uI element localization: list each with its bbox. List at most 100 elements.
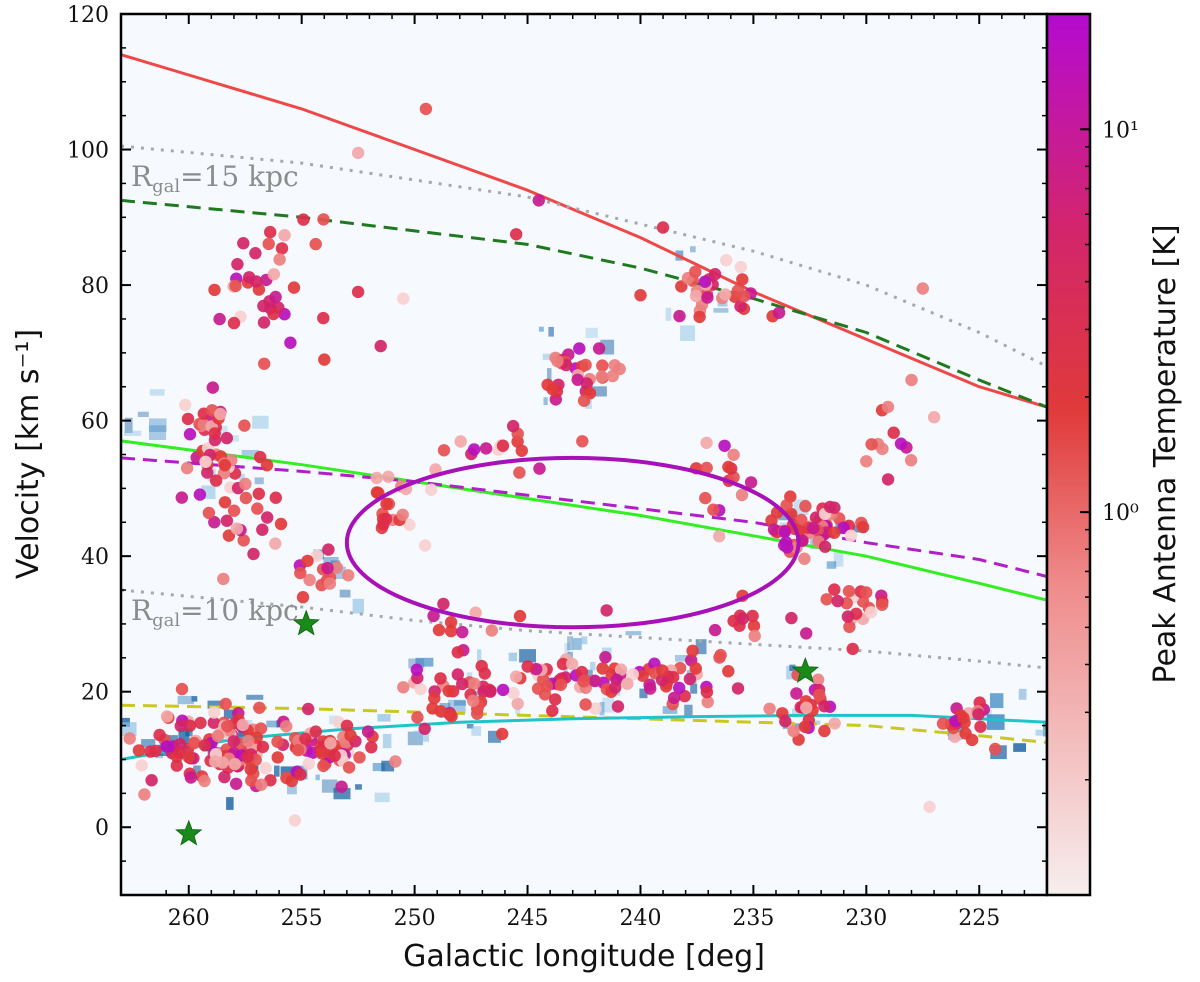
clump-point <box>434 672 447 685</box>
clump-point <box>379 512 393 526</box>
emission-patch <box>226 797 234 810</box>
clump-point <box>198 739 211 752</box>
clump-point <box>207 716 220 729</box>
clump-point <box>746 609 759 623</box>
colorbar <box>1045 12 1092 897</box>
emission-patch <box>466 724 474 729</box>
emission-patch <box>508 652 518 662</box>
clump-point <box>174 719 187 733</box>
clump-point <box>198 774 211 788</box>
clump-point <box>551 355 564 368</box>
clump-point <box>342 569 355 582</box>
clump-point <box>425 483 438 496</box>
clump-point <box>344 729 357 742</box>
clump-point <box>251 502 264 515</box>
clump-point <box>828 583 841 596</box>
clump-point <box>259 761 272 775</box>
clump-point <box>432 623 446 637</box>
clump-point <box>456 625 469 639</box>
clump-point <box>427 609 440 623</box>
clump-point <box>291 743 305 757</box>
colorbar-ticks: 10⁰ 10¹ <box>1080 13 1139 781</box>
clump-point <box>208 283 221 297</box>
clump-point <box>722 665 735 678</box>
clump-point <box>370 471 383 485</box>
curve-cyan-solid <box>121 713 1047 761</box>
clump-point <box>230 522 244 535</box>
clump-point <box>309 237 322 251</box>
clump-point <box>795 513 808 527</box>
clump-point <box>813 688 826 702</box>
clump-point <box>496 683 510 697</box>
clump-point <box>144 745 157 758</box>
emission-patch <box>218 426 228 435</box>
clump-point <box>351 285 365 299</box>
clump-point <box>418 722 431 735</box>
clump-point <box>199 455 212 468</box>
clump-point <box>328 749 341 762</box>
clump-point <box>418 539 432 552</box>
emission-patch <box>986 714 1005 730</box>
clump-point <box>365 741 378 754</box>
clump-point <box>554 678 568 691</box>
clump-point <box>611 700 625 713</box>
clump-point <box>269 537 282 550</box>
x-tick-label: 230 <box>845 906 887 931</box>
emission-patch <box>122 722 137 736</box>
clump-point <box>923 800 936 814</box>
clump-point <box>287 281 301 294</box>
emission-patch <box>287 785 297 795</box>
clump-point <box>576 435 589 448</box>
x-tick-label: 240 <box>619 906 661 931</box>
clump-point <box>831 594 844 608</box>
emission-patch <box>590 662 596 671</box>
clump-point <box>780 499 793 512</box>
clump-point <box>218 496 232 509</box>
clump-point <box>175 491 188 504</box>
clump-point <box>700 461 713 475</box>
emission-patch <box>149 418 167 432</box>
clump-point <box>249 247 262 260</box>
emission-patch <box>684 704 693 716</box>
emission-patch <box>381 760 395 772</box>
emission-patch <box>124 417 133 433</box>
clump-point <box>469 606 482 619</box>
emission-patch <box>254 477 264 485</box>
star-marker <box>292 609 320 636</box>
emission-patch <box>792 708 800 716</box>
emission-patch <box>374 792 390 803</box>
clump-point <box>595 370 608 383</box>
clump-point <box>656 221 670 234</box>
x-tick-label: 235 <box>732 906 774 931</box>
clump-point <box>257 316 271 329</box>
clump-point <box>262 237 275 251</box>
clump-point <box>778 525 791 538</box>
clump-point <box>735 488 749 502</box>
clump-point <box>916 282 929 295</box>
emission-patch <box>334 566 346 579</box>
emission-patch <box>241 449 259 457</box>
clump-point <box>927 411 941 424</box>
clump-point <box>419 102 433 116</box>
colorbar-tick-label: 10¹ <box>1102 118 1139 143</box>
clump-point <box>173 746 186 760</box>
emission-patch <box>1013 743 1026 752</box>
clump-point <box>683 672 697 686</box>
clump-point <box>686 644 699 657</box>
clump-point <box>434 705 447 718</box>
clump-point <box>644 682 657 695</box>
annotation-10kpc: Rgal=10 kpc <box>131 594 299 631</box>
clump-point <box>299 732 312 745</box>
clump-point <box>180 461 194 475</box>
emission-patch <box>377 714 391 722</box>
clump-point <box>655 673 669 687</box>
clump-point <box>382 470 395 483</box>
emission-patch <box>246 694 264 700</box>
clump-point <box>799 500 812 513</box>
curve-green-dashed <box>121 198 1047 409</box>
clump-point <box>389 755 402 768</box>
clump-point <box>261 511 274 524</box>
clump-point <box>182 751 196 764</box>
clump-point <box>818 700 831 713</box>
clump-point <box>322 543 335 556</box>
